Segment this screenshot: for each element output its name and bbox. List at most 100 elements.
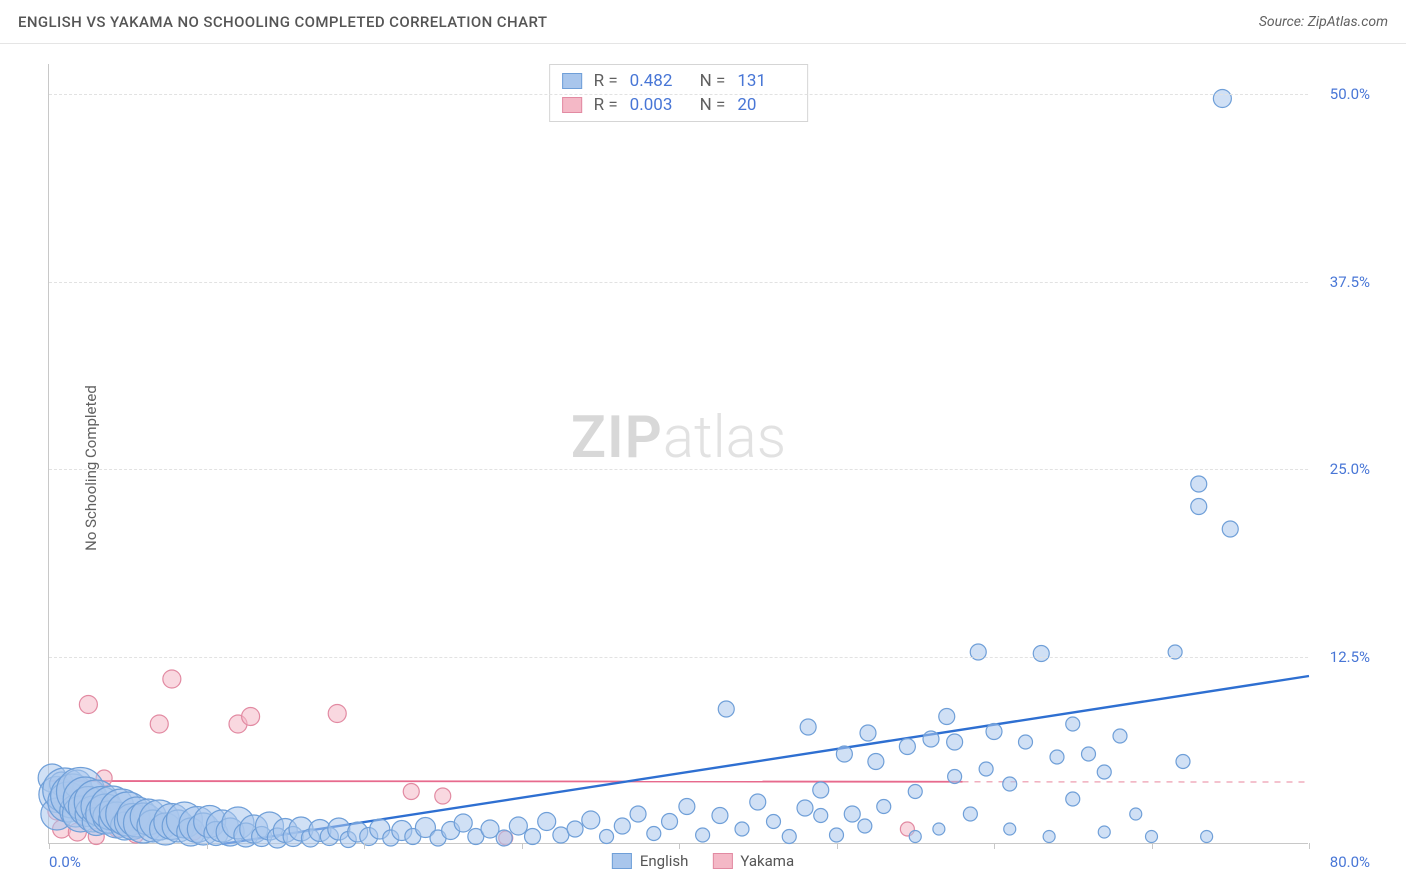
english-point [679, 799, 695, 815]
english-point [509, 817, 527, 835]
gridline [49, 469, 1308, 470]
english-point [923, 731, 939, 747]
scatter-svg [49, 64, 1309, 844]
x-tick [49, 843, 50, 849]
english-point [1019, 735, 1033, 749]
english-point [970, 644, 986, 660]
legend-label: English [640, 852, 689, 870]
english-point [858, 819, 872, 833]
english-point [813, 782, 829, 798]
english-point [1222, 521, 1238, 537]
english-point [860, 725, 876, 741]
english-point [735, 822, 749, 836]
x-tick [522, 843, 523, 849]
english-point [836, 746, 852, 762]
legend-label: Yakama [740, 852, 794, 870]
y-tick-label: 25.0% [1330, 460, 1370, 478]
english-point [1097, 765, 1111, 779]
english-point [496, 830, 512, 846]
english-point [454, 814, 472, 832]
english-point [582, 811, 600, 829]
english-point [1191, 499, 1207, 515]
english-point [800, 719, 816, 735]
english-point [1050, 750, 1064, 764]
english-point [600, 830, 614, 844]
english-point [963, 807, 977, 821]
yakama-point [328, 705, 346, 723]
plot-area: ZIPatlas R =0.482N =131R =0.003N =20 12.… [48, 64, 1308, 844]
english-point [868, 754, 884, 770]
english-point [718, 701, 734, 717]
english-trend-line [222, 676, 1309, 844]
legend-item: English [612, 852, 689, 870]
english-point [1191, 476, 1207, 492]
y-tick-label: 12.5% [1330, 648, 1370, 666]
english-point [538, 813, 556, 831]
english-point [782, 830, 796, 844]
english-point [662, 814, 678, 830]
english-point [1003, 777, 1017, 791]
english-point [1201, 831, 1213, 843]
english-point [1098, 826, 1110, 838]
chart-title: ENGLISH VS YAKAMA NO SCHOOLING COMPLETED… [18, 13, 547, 31]
legend-swatch [712, 853, 732, 869]
english-point [877, 800, 891, 814]
english-point [947, 734, 963, 750]
gridline [49, 282, 1308, 283]
english-point [525, 829, 541, 845]
english-point [948, 770, 962, 784]
english-point [1082, 747, 1096, 761]
legend-swatch [612, 853, 632, 869]
english-point [614, 818, 630, 834]
english-point [899, 739, 915, 755]
english-point [630, 806, 646, 822]
x-tick [364, 843, 365, 849]
english-point [979, 762, 993, 776]
gridline [49, 657, 1308, 658]
english-point [1066, 717, 1080, 731]
english-point [647, 827, 661, 841]
english-point [1043, 831, 1055, 843]
english-point [939, 709, 955, 725]
english-point [1004, 823, 1016, 835]
english-point [1066, 792, 1080, 806]
english-point [1146, 831, 1158, 843]
english-point [1130, 808, 1142, 820]
yakama-point [150, 715, 168, 733]
english-point [830, 828, 844, 842]
legend-item: Yakama [712, 852, 794, 870]
x-tick-label: 80.0% [1330, 853, 1370, 871]
x-tick-label: 0.0% [49, 853, 81, 871]
x-tick [1309, 843, 1310, 849]
english-point [1113, 729, 1127, 743]
english-point [767, 815, 781, 829]
english-point [797, 800, 813, 816]
header-bar: ENGLISH VS YAKAMA NO SCHOOLING COMPLETED… [0, 0, 1406, 44]
yakama-point [435, 788, 451, 804]
source-attribution: Source: ZipAtlas.com [1259, 14, 1388, 30]
english-point [712, 808, 728, 824]
english-point [844, 806, 860, 822]
english-point [750, 794, 766, 810]
yakama-trend-line [49, 781, 963, 782]
english-point [909, 831, 921, 843]
yakama-point [403, 784, 419, 800]
yakama-point [163, 670, 181, 688]
english-point [1033, 646, 1049, 662]
x-tick [679, 843, 680, 849]
x-tick [1152, 843, 1153, 849]
english-point [933, 823, 945, 835]
english-point [908, 785, 922, 799]
english-point [814, 809, 828, 823]
english-point [1213, 90, 1231, 108]
x-tick [994, 843, 995, 849]
y-tick-label: 50.0% [1330, 85, 1370, 103]
english-point [1176, 755, 1190, 769]
x-tick [837, 843, 838, 849]
english-point [567, 821, 583, 837]
english-point [986, 724, 1002, 740]
legend-series: English Yakama [612, 852, 794, 870]
x-tick [207, 843, 208, 849]
chart-container: No Schooling Completed ZIPatlas R =0.482… [0, 44, 1406, 892]
yakama-point [79, 696, 97, 714]
